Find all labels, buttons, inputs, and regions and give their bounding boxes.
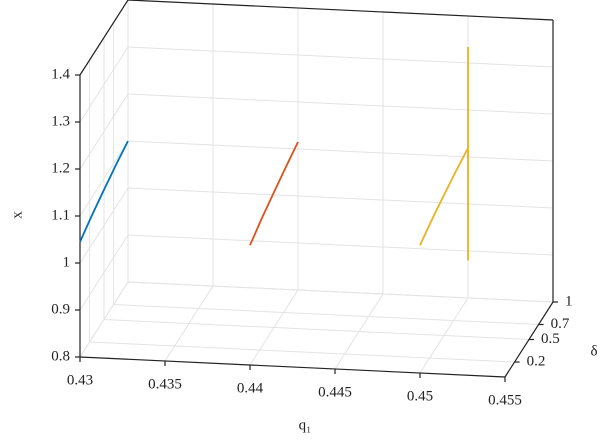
y-tick-label: 0.7 xyxy=(551,316,570,332)
grid-line xyxy=(79,281,129,358)
grid-line xyxy=(127,93,554,115)
z-tick-label: 0.8 xyxy=(51,348,70,364)
x-tick-label: 0.45 xyxy=(407,388,433,404)
axis-edge xyxy=(79,0,129,76)
grid-line xyxy=(127,281,554,303)
grid-line xyxy=(79,187,129,264)
z-tick-label: 1.4 xyxy=(51,66,70,82)
series-line xyxy=(249,141,299,246)
y-tick-label: 0.2 xyxy=(527,353,546,369)
grid-line xyxy=(79,140,129,217)
series-line xyxy=(79,140,129,243)
grid-line xyxy=(89,341,515,363)
grid-line xyxy=(127,187,554,209)
grid-line xyxy=(113,304,539,325)
grid-line xyxy=(127,46,554,68)
grid-line xyxy=(79,93,129,170)
x-tick-label: 0.43 xyxy=(67,372,93,388)
grid-line xyxy=(103,319,530,340)
y-tick-label: 0.5 xyxy=(541,331,560,347)
z-tick-label: 0.9 xyxy=(51,301,70,317)
z-tick-label: 1.1 xyxy=(51,207,70,223)
axis-edge xyxy=(79,356,506,378)
y-tick-label: 1 xyxy=(565,293,573,309)
x-axis-label: q₁ xyxy=(299,417,312,433)
y-axis-label: δ xyxy=(590,343,597,359)
z-tick-label: 1 xyxy=(63,254,71,270)
grid-line xyxy=(79,234,129,311)
axis-edge xyxy=(127,0,554,21)
z-tick-label: 1.3 xyxy=(51,113,70,129)
z-axis-label: x xyxy=(9,211,25,219)
x-tick-label: 0.445 xyxy=(318,384,352,400)
x-tick-label: 0.435 xyxy=(148,376,182,392)
z-tick-label: 1.2 xyxy=(51,160,70,176)
grid-line xyxy=(127,140,554,162)
grid-line xyxy=(127,234,554,256)
grid-line xyxy=(79,46,129,123)
x-tick-label: 0.455 xyxy=(488,392,522,408)
x-tick-label: 0.44 xyxy=(237,380,264,396)
series-line xyxy=(419,147,469,246)
